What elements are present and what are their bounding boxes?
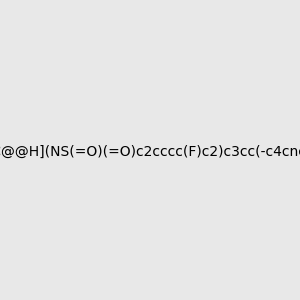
Text: N#CN[C@@H]1C[C@@H](NS(=O)(=O)c2cccc(F)c2)c3cc(-c4cnc5[nH]ccc5n4)ccc31: N#CN[C@@H]1C[C@@H](NS(=O)(=O)c2cccc(F)c2… [0, 145, 300, 158]
